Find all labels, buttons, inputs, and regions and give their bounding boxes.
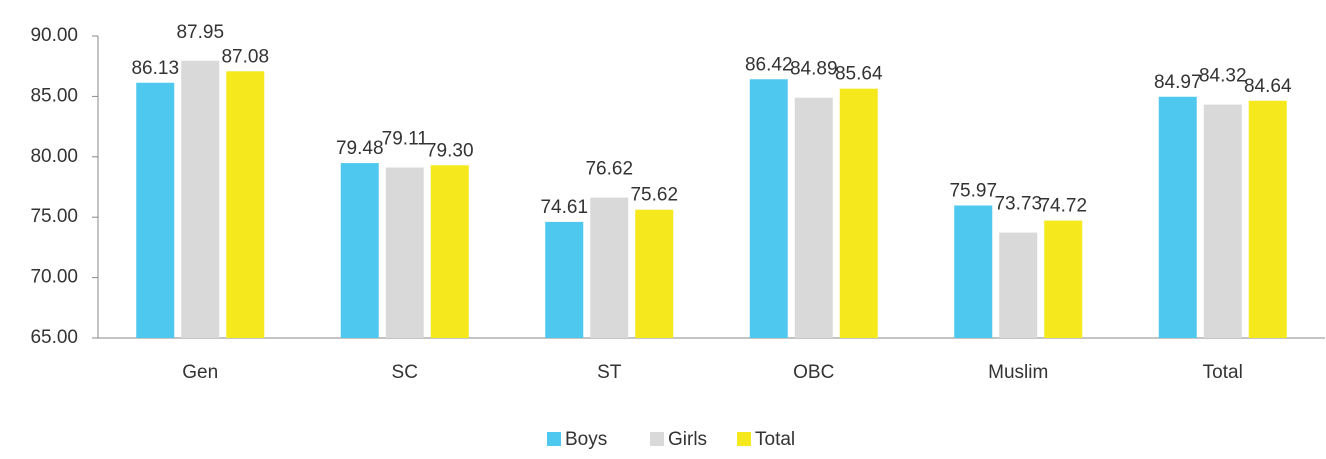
x-tick-label: Muslim	[988, 362, 1048, 383]
y-tick-label: 75.00	[30, 206, 78, 227]
y-tick-label: 80.00	[30, 146, 78, 167]
bar	[794, 97, 833, 339]
bar	[545, 221, 584, 338]
data-label: 84.32	[1199, 66, 1247, 87]
data-label: 74.61	[540, 197, 588, 218]
bar	[136, 82, 175, 338]
data-label: 79.48	[336, 138, 384, 159]
bar	[1248, 100, 1287, 338]
data-label: 87.08	[221, 46, 269, 67]
bar	[385, 167, 424, 338]
bar	[839, 88, 878, 339]
data-label: 74.72	[1039, 196, 1087, 217]
legend-label: Boys	[565, 429, 607, 450]
bar	[1044, 220, 1083, 338]
x-tick-label: ST	[597, 362, 622, 383]
legend-label: Total	[755, 429, 795, 450]
data-label: 75.62	[630, 185, 678, 206]
legend-label: Girls	[668, 429, 707, 450]
bar	[590, 197, 629, 338]
data-label: 84.64	[1244, 76, 1292, 97]
data-label: 73.73	[994, 194, 1042, 215]
x-tick-label: SC	[392, 362, 418, 383]
y-tick-label: 65.00	[30, 327, 78, 348]
data-label: 87.95	[176, 22, 224, 43]
bar	[226, 71, 265, 339]
y-tick-label: 90.00	[30, 25, 78, 46]
bar	[954, 205, 993, 338]
data-label: 84.89	[790, 59, 838, 80]
data-label: 79.30	[426, 140, 474, 161]
data-label: 79.11	[382, 129, 428, 150]
legend-swatch	[737, 432, 751, 446]
legend-swatch	[547, 432, 561, 446]
bar	[181, 60, 220, 338]
bar	[635, 209, 674, 338]
bar	[749, 79, 788, 338]
x-tick-label: Gen	[182, 362, 218, 383]
bar	[340, 163, 379, 338]
data-label: 85.64	[835, 64, 883, 85]
data-label: 86.13	[131, 58, 179, 79]
bar	[430, 165, 469, 338]
bar	[1158, 96, 1197, 339]
bar	[1203, 104, 1242, 338]
y-tick-label: 85.00	[30, 85, 78, 106]
x-tick-label: Total	[1203, 362, 1243, 383]
bar	[999, 232, 1038, 338]
data-label: 86.42	[745, 54, 793, 75]
x-tick-label: OBC	[793, 362, 834, 383]
data-label: 84.97	[1154, 72, 1202, 93]
y-tick-label: 70.00	[30, 267, 78, 288]
data-label: 76.62	[585, 159, 633, 180]
legend-swatch	[650, 432, 664, 446]
data-label: 75.97	[949, 180, 997, 201]
